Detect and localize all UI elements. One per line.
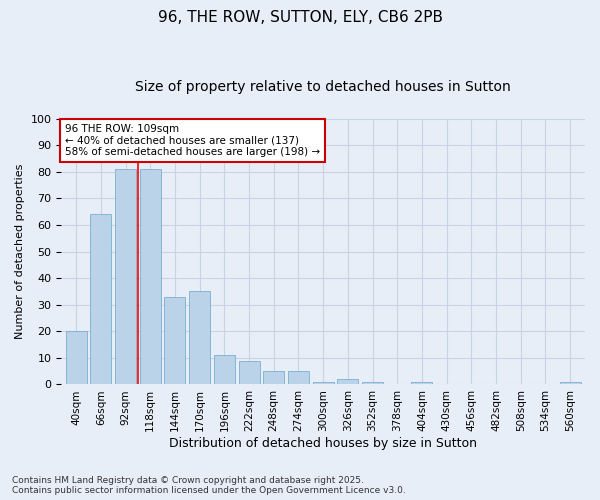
Bar	[560, 382, 581, 384]
Bar	[412, 382, 433, 384]
Bar	[91, 214, 112, 384]
Text: Contains HM Land Registry data © Crown copyright and database right 2025.
Contai: Contains HM Land Registry data © Crown c…	[12, 476, 406, 495]
Bar	[214, 355, 235, 384]
Bar	[362, 382, 383, 384]
Text: 96, THE ROW, SUTTON, ELY, CB6 2PB: 96, THE ROW, SUTTON, ELY, CB6 2PB	[157, 10, 443, 25]
Bar	[288, 371, 309, 384]
Bar	[337, 379, 358, 384]
Bar	[65, 332, 86, 384]
Bar	[140, 170, 161, 384]
Bar	[115, 170, 136, 384]
Bar	[189, 292, 210, 384]
Bar	[239, 360, 260, 384]
Bar	[313, 382, 334, 384]
Bar	[263, 371, 284, 384]
Bar	[164, 297, 185, 384]
Text: 96 THE ROW: 109sqm
← 40% of detached houses are smaller (137)
58% of semi-detach: 96 THE ROW: 109sqm ← 40% of detached hou…	[65, 124, 320, 158]
Title: Size of property relative to detached houses in Sutton: Size of property relative to detached ho…	[135, 80, 511, 94]
Y-axis label: Number of detached properties: Number of detached properties	[15, 164, 25, 340]
X-axis label: Distribution of detached houses by size in Sutton: Distribution of detached houses by size …	[169, 437, 477, 450]
